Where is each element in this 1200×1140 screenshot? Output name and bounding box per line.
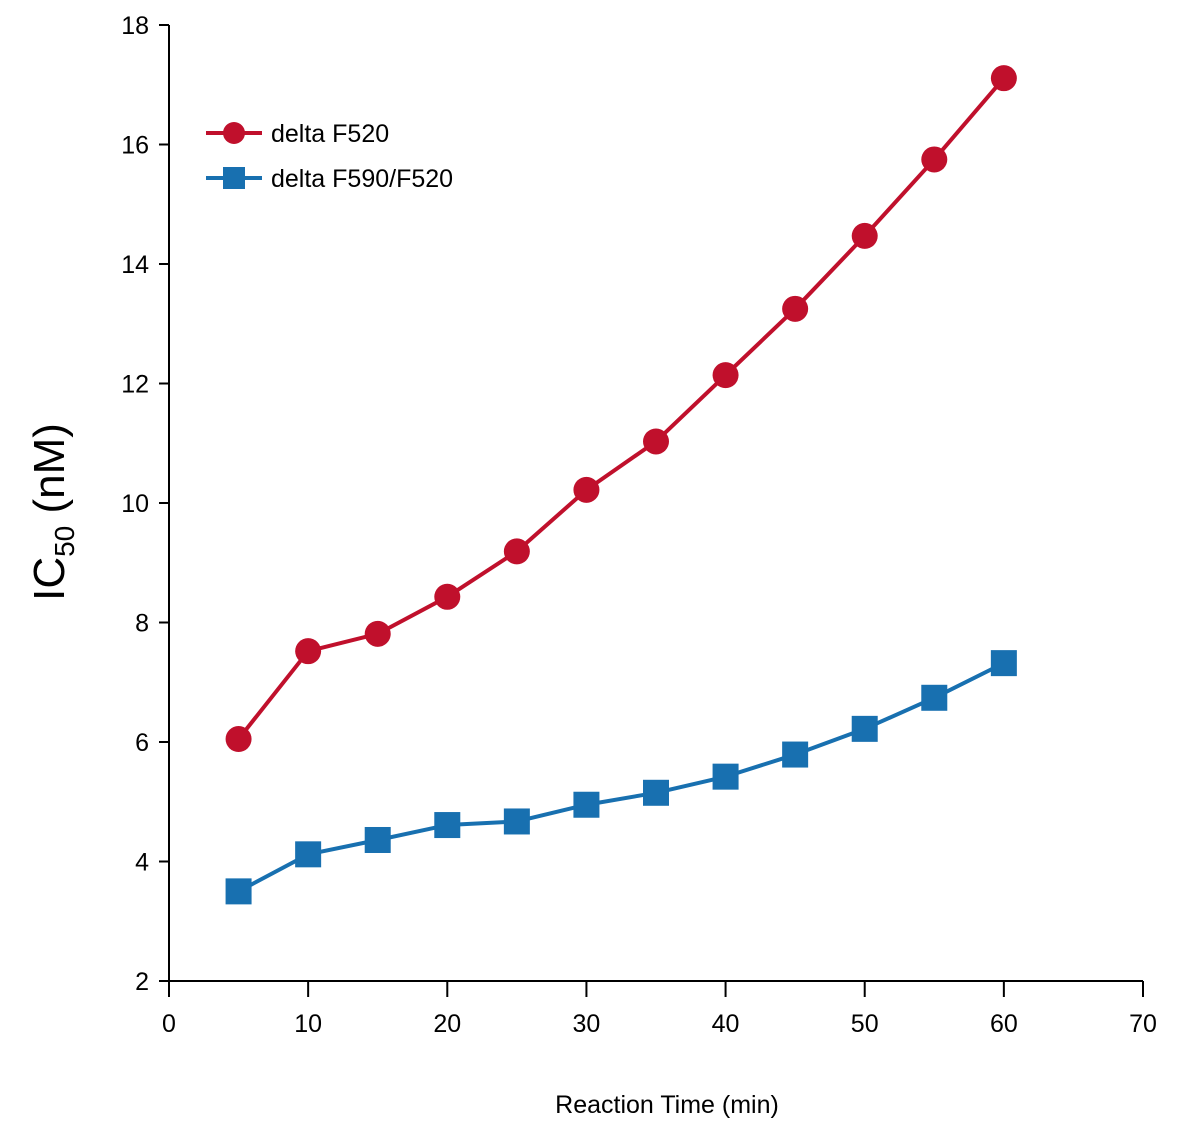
data-point-delta-f590-f520 <box>990 650 1017 677</box>
y-axis-label-subscript: 50 <box>49 526 80 557</box>
y-tick-label: 2 <box>135 968 149 996</box>
data-point-delta-f520 <box>990 65 1017 92</box>
data-point-delta-f590-f520 <box>712 763 739 790</box>
data-point-delta-f590-f520 <box>503 808 530 835</box>
data-point-delta-f520 <box>921 146 948 173</box>
data-point-delta-f590-f520 <box>434 812 461 839</box>
x-tick-label: 50 <box>851 1010 879 1038</box>
legend-item-delta-f520: delta F520 <box>206 120 389 148</box>
legend-marker-delta-f590-f520 <box>223 167 245 189</box>
x-tick-label: 40 <box>712 1010 740 1038</box>
series-line-delta-f590-f520 <box>237 661 1005 894</box>
data-point-delta-f520 <box>643 428 669 455</box>
y-tick-label: 8 <box>135 610 149 638</box>
axes: 2 4 6 8 10 12 14 16 18 0 10 20 30 40 50 60 70 <box>121 12 1157 1038</box>
data-point-delta-f590-f520 <box>573 791 600 818</box>
y-tick-label: 10 <box>121 490 149 518</box>
x-tick-label: 20 <box>433 1010 461 1038</box>
y-tick-label: 18 <box>121 12 149 40</box>
data-point-delta-f520 <box>573 476 600 503</box>
legend-item-delta-f590-f520: delta F590/F520 <box>206 165 453 193</box>
x-axis-label: Reaction Time (min) <box>555 1091 779 1119</box>
x-ticks: 0 10 20 30 40 50 60 70 <box>162 981 1157 1038</box>
y-tick-label: 14 <box>121 251 149 279</box>
data-point-delta-f590-f520 <box>921 684 948 711</box>
data-point-delta-f590-f520 <box>782 741 809 768</box>
data-point-delta-f590-f520 <box>225 878 252 905</box>
data-point-delta-f520 <box>225 726 252 753</box>
data-point-delta-f520 <box>712 362 739 389</box>
data-point-delta-f520 <box>503 538 530 565</box>
data-point-delta-f590-f520 <box>851 715 878 742</box>
y-axis-label-suffix: (nM) <box>25 423 74 526</box>
data-point-delta-f520 <box>295 638 322 665</box>
x-tick-label: 30 <box>573 1010 601 1038</box>
x-tick-label: 0 <box>162 1010 176 1038</box>
y-tick-label: 6 <box>135 729 149 757</box>
data-point-delta-f520 <box>782 295 809 322</box>
series-layer <box>225 65 1017 905</box>
legend-marker-delta-f520 <box>223 122 245 144</box>
x-tick-label: 70 <box>1129 1010 1157 1038</box>
series-delta-f590-f520 <box>225 650 1017 905</box>
data-point-delta-f520 <box>851 222 878 249</box>
data-point-delta-f590-f520 <box>643 779 669 806</box>
y-tick-label: 12 <box>121 371 149 399</box>
data-point-delta-f590-f520 <box>364 826 391 853</box>
series-delta-f520 <box>225 65 1017 753</box>
y-axis-label: IC50 (nM) <box>25 423 80 601</box>
y-ticks: 2 4 6 8 10 12 14 16 18 <box>121 12 169 996</box>
data-point-delta-f520 <box>364 620 391 647</box>
y-axis-label-prefix: IC <box>25 557 74 601</box>
data-point-delta-f520 <box>434 583 461 610</box>
legend: delta F520 delta F590/F520 <box>206 120 453 193</box>
x-tick-label: 10 <box>294 1010 322 1038</box>
legend-label-delta-f520: delta F520 <box>271 120 389 148</box>
y-tick-label: 16 <box>121 132 149 160</box>
x-tick-label: 60 <box>990 1010 1018 1038</box>
y-tick-label: 4 <box>135 849 149 877</box>
data-point-delta-f590-f520 <box>295 841 322 868</box>
legend-label-delta-f590-f520: delta F590/F520 <box>271 165 453 193</box>
